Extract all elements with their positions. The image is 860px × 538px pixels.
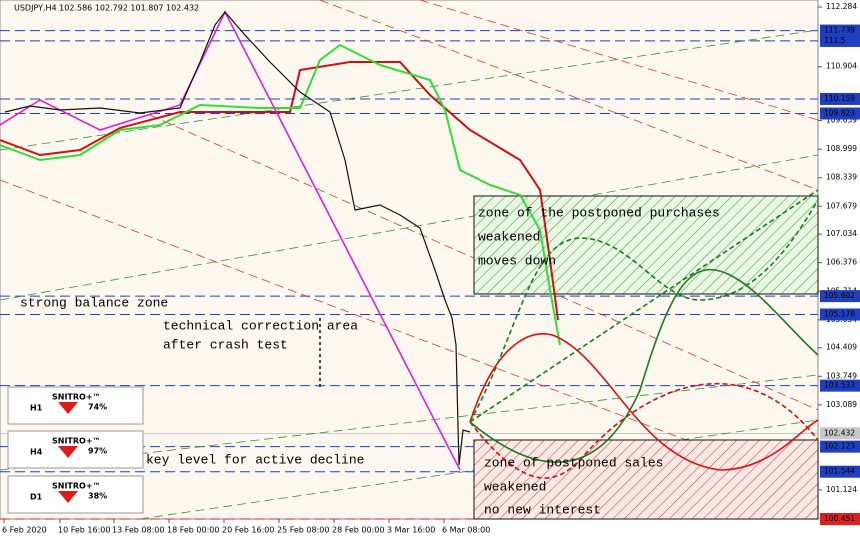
price-label: 108.339 [826, 173, 857, 182]
level-box [820, 379, 860, 392]
time-label: 20 Feb 16:00 [222, 526, 274, 535]
indicator-timeframe: H4 [30, 448, 43, 457]
annotation: after crash test [163, 337, 288, 352]
level-box [820, 34, 860, 47]
zone-label: zone of postponed sales [484, 455, 663, 470]
price-label: 110.904 [826, 62, 857, 71]
price-label: 107.034 [826, 229, 857, 238]
level-label: 111.5 [824, 36, 846, 45]
time-label: 28 Feb 00:00 [332, 526, 384, 535]
indicator-panel [7, 430, 144, 469]
annotation: key level for active decline [146, 452, 364, 467]
projections [469, 189, 819, 479]
price-label: 108.999 [826, 144, 857, 153]
time-label: 6 Mar 08:00 [442, 526, 490, 535]
time-label: 18 Feb 00:00 [167, 526, 219, 535]
level-label: 110.159 [824, 94, 855, 103]
zone-label: zone of the postponed purchases [478, 205, 720, 220]
indicator-timeframe: D1 [30, 493, 43, 502]
indicator-value: 97% [88, 447, 107, 456]
level-label: 102.432 [824, 428, 855, 437]
indicator-value: 38% [88, 492, 107, 501]
level-label: 101.544 [824, 467, 855, 476]
time-label: 3 Mar 16:00 [387, 526, 435, 535]
indicator-panel [7, 475, 144, 514]
annotation: strong balance zone [20, 295, 168, 310]
time-label: 13 Feb 08:00 [112, 526, 164, 535]
indicator-arrow [58, 402, 78, 414]
price-path [4, 11, 471, 466]
level-label: 102.123 [824, 442, 855, 451]
time-label: 10 Feb 16:00 [58, 526, 110, 535]
indicator-brand: SNITRO+™ [52, 437, 101, 446]
header-title: USDJPY,H4 102.586 102.792 101.807 102.43… [14, 4, 199, 13]
level-box [820, 290, 860, 303]
price-label: 106.376 [826, 258, 857, 267]
indicator-timeframe: H1 [30, 404, 43, 413]
kijun-line [0, 61, 559, 321]
indicator-panel [7, 386, 144, 425]
level-label: 111.739 [824, 26, 855, 35]
price-label: 103.089 [826, 400, 857, 409]
senkou-line [0, 43, 561, 346]
indicator-brand: SNITRO+™ [52, 393, 101, 402]
level-label: 109.823 [824, 108, 855, 117]
price-label: 107.679 [826, 201, 857, 210]
zone-label: no new interest [484, 502, 601, 517]
zone-label: moves down [478, 253, 556, 268]
level-box [820, 465, 860, 478]
level-box [820, 107, 860, 120]
price-label: 104.409 [826, 343, 857, 352]
indicator-brand: SNITRO+™ [52, 482, 101, 491]
level-box [820, 92, 860, 105]
price-label: 112.284 [826, 2, 857, 11]
indicator-arrow [58, 446, 78, 458]
price-label: 103.749 [826, 371, 857, 380]
zone-label: weakened [478, 229, 540, 244]
zigzag [0, 10, 461, 471]
level-label: 100.451 [824, 514, 855, 523]
zone-label: weakened [484, 479, 546, 494]
level-box [820, 513, 860, 525]
annotation: technical correction area [163, 318, 358, 333]
indicator-value: 74% [88, 403, 107, 412]
price-label: 109.659 [826, 116, 857, 125]
level-box [820, 440, 860, 453]
level-box [820, 24, 860, 37]
level-label: 105.178 [824, 309, 855, 318]
purchase-zone [473, 195, 819, 295]
level-box [820, 308, 860, 321]
level-label: 103.533 [824, 381, 855, 390]
sales-zone [473, 439, 819, 520]
time-label: 25 Feb 08:00 [277, 526, 329, 535]
time-label: 6 Feb 2020 [2, 526, 47, 535]
price-label: 101.124 [826, 485, 857, 494]
indicator-arrow [58, 491, 78, 503]
level-label: 105.602 [824, 291, 855, 300]
level-box [820, 427, 860, 440]
trend-channels [0, 0, 819, 520]
